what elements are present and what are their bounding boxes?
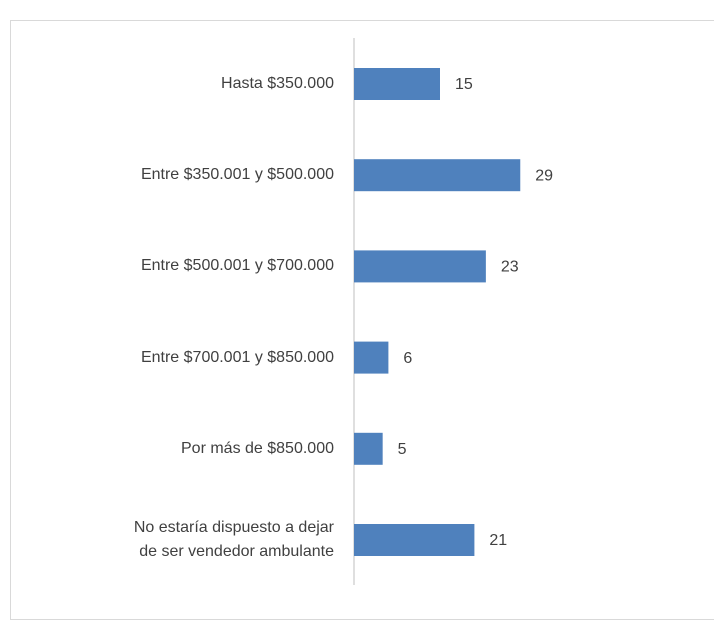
value-label: 23: [501, 259, 519, 276]
bar: [354, 250, 486, 283]
bar: [354, 341, 389, 374]
page: 15 29 23 6 5 21 Hasta $350.000 Entre $350.001 …: [10, 20, 714, 620]
category-label: Entre $350.001 y $500.000: [140, 166, 334, 184]
category-label: Hasta $350.000: [221, 75, 334, 92]
bar: [354, 524, 475, 556]
chart: 15 29 23 6 5 21: [353, 38, 553, 585]
value-label: 29: [535, 167, 553, 184]
category-label: No estaría dispuesto a dejar de ser vend…: [133, 519, 334, 560]
value-label: 15: [455, 76, 473, 93]
value-label: 5: [398, 441, 407, 458]
category-label: Entre $500.001 y $700.000: [140, 257, 334, 275]
bar: [354, 68, 440, 100]
value-label: 21: [489, 532, 507, 549]
bar: [354, 159, 521, 192]
bar: [354, 432, 383, 465]
category-label: Por más de $850.000: [181, 439, 334, 457]
value-label: 6: [403, 350, 412, 367]
category-label: Entre $700.001 y $850.000: [140, 348, 334, 366]
